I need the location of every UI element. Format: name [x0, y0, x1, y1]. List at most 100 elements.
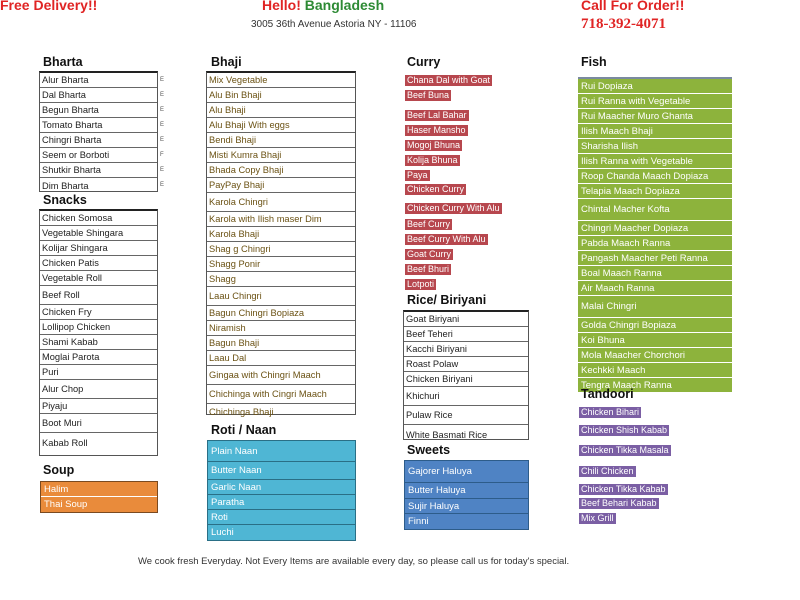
bhaji-item: Shagg	[207, 272, 355, 287]
roti-item: Paratha	[208, 495, 355, 510]
fish-item: Air Maach Ranna	[578, 281, 732, 296]
call-for-order-text: Call For Order!!	[581, 0, 685, 13]
bhaji-item: Bhada Copy Bhaji	[207, 163, 355, 178]
bharta-list: Alur Bharta Dal Bharta Begun Bharta Tomato …	[39, 71, 158, 192]
roti-list: Plain Naan Butter Naan Garlic Naan Paratha R…	[207, 440, 356, 541]
snacks-item: Vegetable Shingara	[40, 226, 157, 241]
bharta-item: Begun Bharta	[40, 103, 157, 118]
fish-item: Malai Chingri	[578, 296, 732, 318]
bhaji-item: Alu Bhaji With eggs	[207, 118, 355, 133]
snacks-item: Lollipop Chicken	[40, 320, 157, 335]
bharta-side-mark: E	[160, 182, 165, 188]
curry-item: Haser Mansho	[405, 125, 468, 136]
restaurant-title: Hello! Bangladesh	[262, 0, 384, 13]
fish-item: Ilish Ranna with Vegetable	[578, 154, 732, 169]
snacks-item: Chicken Somosa	[40, 211, 157, 226]
bhaji-item: Chichinga with Cingri Maach	[207, 385, 355, 404]
bhaji-list: Mix Vegetable Alu Bin Bhaji Alu Bhaji Alu B…	[206, 71, 356, 417]
rice-title: Rice/ Biriyani	[407, 293, 487, 307]
bharta-item: Seem or Borboti	[40, 148, 157, 163]
tandoori-item: Beef Behari Kabab	[579, 498, 659, 509]
footer-note: We cook fresh Everyday. Not Every Items …	[138, 556, 570, 567]
tandoori-item: Mix Grill	[579, 513, 616, 524]
bhaji-item: Laau Chingri	[207, 287, 355, 306]
bhaji-item: Chichinga Bhaji	[209, 406, 274, 417]
phone-number[interactable]: 718-392-4071	[581, 16, 666, 32]
bhaji-item: Bendi Bhaji	[207, 133, 355, 148]
snacks-item: Chicken Patis	[40, 256, 157, 271]
bharta-item: Dal Bharta	[40, 88, 157, 103]
snacks-item: Shami Kabab	[40, 335, 157, 350]
free-delivery-text: Free Delivery!!	[0, 0, 98, 13]
bhaji-item: Laau Dal	[207, 351, 355, 366]
snacks-item: Piyaju	[40, 399, 157, 414]
bharta-item: Alur Bharta	[40, 73, 157, 88]
bhaji-item: Shagg Ponir	[207, 257, 355, 272]
fish-item: Rui Ranna with Vegetable	[578, 94, 732, 109]
snacks-title: Snacks	[43, 193, 87, 207]
soup-item: Thai Soup	[41, 497, 157, 512]
address: 3005 36th Avenue Astoria NY - 11106	[251, 19, 417, 30]
snacks-item: Vegetable Roll	[40, 271, 157, 286]
soup-title: Soup	[43, 463, 75, 477]
curry-title: Curry	[407, 55, 441, 69]
bhaji-item: Gingaa with Chingri Maach	[207, 366, 355, 385]
bhaji-item: Mix Vegetable	[207, 73, 355, 88]
bharta-side-mark: E	[160, 167, 165, 173]
fish-item: Ilish Maach Bhaji	[578, 124, 732, 139]
curry-item: Paya	[405, 170, 430, 181]
bharta-side-mark: E	[160, 92, 165, 98]
roti-item: Luchi	[208, 525, 355, 540]
rice-item: Khichuri	[404, 387, 528, 406]
curry-item: Kolija Bhuna	[405, 155, 460, 166]
fish-title: Fish	[581, 55, 607, 69]
fish-item: Roop Chanda Maach Dopiaza	[578, 169, 732, 184]
fish-item: Chingri Maacher Dopiaza	[578, 221, 732, 236]
bharta-side-mark: E	[160, 77, 165, 83]
fish-item: Telapia Maach Dopiaza	[578, 184, 732, 199]
rice-item: Kacchi Biriyani	[404, 342, 528, 357]
restaurant-name: Bangladesh	[304, 0, 385, 13]
roti-title: Roti / Naan	[211, 423, 277, 437]
fish-item: Mola Maacher Chorchori	[578, 348, 732, 363]
bharta-side-mark: E	[160, 122, 165, 128]
bharta-item: Chingri Bharta	[40, 133, 157, 148]
soup-item: Halim	[41, 482, 157, 497]
curry-item: Goat Curry	[405, 249, 454, 260]
curry-item: Chana Dal with Goat	[405, 75, 493, 86]
tandoori-item: Chili Chicken	[579, 466, 636, 477]
curry-item: Mogoj Bhuna	[405, 140, 463, 151]
curry-item: Beef Buna	[405, 90, 452, 101]
roti-item: Plain Naan	[208, 441, 355, 462]
bharta-side-mark: F	[160, 152, 164, 158]
fish-item: Pabda Maach Ranna	[578, 236, 732, 251]
rice-list: Goat Biriyani Beef Teheri Kacchi Biriyani R…	[403, 310, 529, 440]
tandoori-title: Tandoori	[581, 387, 634, 401]
snacks-item: Beef Roll	[40, 286, 157, 305]
curry-item: Beef Bhuri	[405, 264, 452, 275]
bhaji-item: Karola with Ilish maser Dim	[207, 212, 355, 227]
tandoori-item: Chicken Bihari	[579, 407, 642, 418]
bharta-item: Tomato Bharta	[40, 118, 157, 133]
bhaji-item: Misti Kumra Bhaji	[207, 148, 355, 163]
rice-item: White Basmati Rice	[406, 429, 488, 440]
bharta-title: Bharta	[43, 55, 83, 69]
tandoori-item: Chicken Tikka Masala	[579, 445, 671, 456]
curry-item: Beef Curry With Alu	[405, 234, 488, 245]
fish-item: Koi Bhuna	[578, 333, 732, 348]
bhaji-item: Bagun Bhaji	[207, 336, 355, 351]
bharta-item: Dim Bharta	[42, 180, 89, 191]
bharta-item: Shutkir Bharta	[40, 163, 157, 178]
bharta-side-mark: E	[160, 107, 165, 113]
bhaji-item: Alu Bin Bhaji	[207, 88, 355, 103]
snacks-item: Kabab Roll	[42, 437, 88, 448]
tandoori-item: Chicken Shish Kabab	[579, 425, 670, 436]
bhaji-item: Karola Chingri	[207, 193, 355, 212]
snacks-item: Kolijar Shingara	[40, 241, 157, 256]
bharta-side-mark: E	[160, 137, 165, 143]
bhaji-title: Bhaji	[211, 55, 242, 69]
curry-item: Chicken Curry With Alu	[405, 203, 502, 214]
curry-item: Lotpoti	[405, 279, 437, 290]
fish-list: Rui Dopiaza Rui Ranna with Vegetable Rui M…	[578, 77, 732, 393]
sweets-title: Sweets	[407, 443, 451, 457]
